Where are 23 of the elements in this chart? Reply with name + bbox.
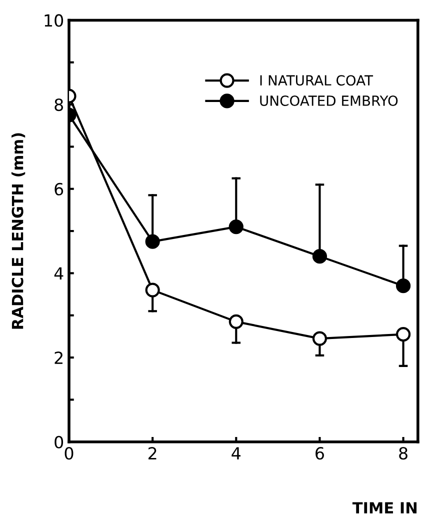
x-tick-label: 6 — [316, 447, 324, 460]
point — [228, 314, 244, 329]
legend-label: UNCOATED EMBRYO — [260, 96, 398, 106]
point — [145, 282, 160, 298]
point — [396, 278, 411, 294]
y-tick-label: 2 — [54, 351, 62, 364]
point — [145, 234, 160, 249]
y-tick-label: 10 — [44, 14, 64, 27]
x-tick-label: 0 — [64, 447, 74, 460]
point — [312, 249, 328, 264]
y-axis-title: RADICLE LENGTH (mm) — [12, 133, 26, 329]
x-tick-label: 4 — [232, 447, 241, 460]
legend-label: I NATURAL COAT — [260, 75, 374, 86]
x-axis-title: TIME IN — [352, 502, 417, 514]
x-tick-label: 8 — [399, 447, 408, 460]
point — [396, 327, 411, 342]
y-tick-label: 0 — [54, 436, 64, 448]
y-tick-label: 6 — [54, 182, 64, 196]
x-tick-label: 2 — [148, 447, 156, 460]
y-tick-label: 8 — [54, 98, 64, 112]
point — [228, 220, 244, 234]
point — [312, 331, 328, 346]
y-tick-label: 4 — [54, 267, 64, 280]
